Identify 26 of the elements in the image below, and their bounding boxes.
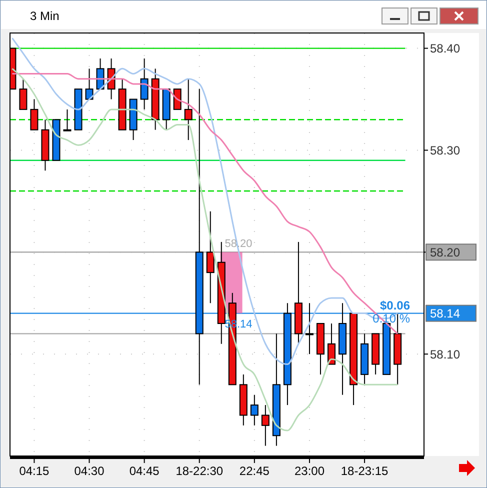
candlestick [305, 302, 314, 355]
candlestick [140, 58, 148, 110]
candlestick [250, 394, 258, 426]
candlestick [173, 88, 182, 110]
x-tick-label: 04:30 [74, 464, 105, 478]
y-tick-label: 58.10 [430, 347, 460, 362]
candlestick [206, 210, 214, 304]
x-tick-label: 18-22:30 [176, 464, 224, 478]
candlestick [328, 322, 336, 365]
y-tick-label: 58.40 [430, 41, 460, 56]
text: 58.14 [430, 306, 460, 320]
candlestick [30, 98, 38, 130]
x-tick-label: 04:15 [19, 464, 50, 478]
x-tick-label: 22:45 [239, 464, 270, 478]
y-tick-label: 58.20 [430, 245, 460, 260]
x-tick-label: 04:45 [129, 464, 160, 478]
candlestick [85, 68, 94, 100]
candlestick [184, 78, 192, 141]
candlestick [19, 78, 28, 110]
candlestick [261, 404, 270, 446]
y-tick-label: 58.30 [430, 143, 460, 158]
x-tick-label: 18-23:15 [340, 464, 389, 478]
x-tick-label: 23:00 [294, 464, 325, 478]
annotation: $0.06 [380, 298, 410, 312]
chart-title: 3 Min [30, 9, 60, 23]
candlestick [63, 108, 72, 132]
